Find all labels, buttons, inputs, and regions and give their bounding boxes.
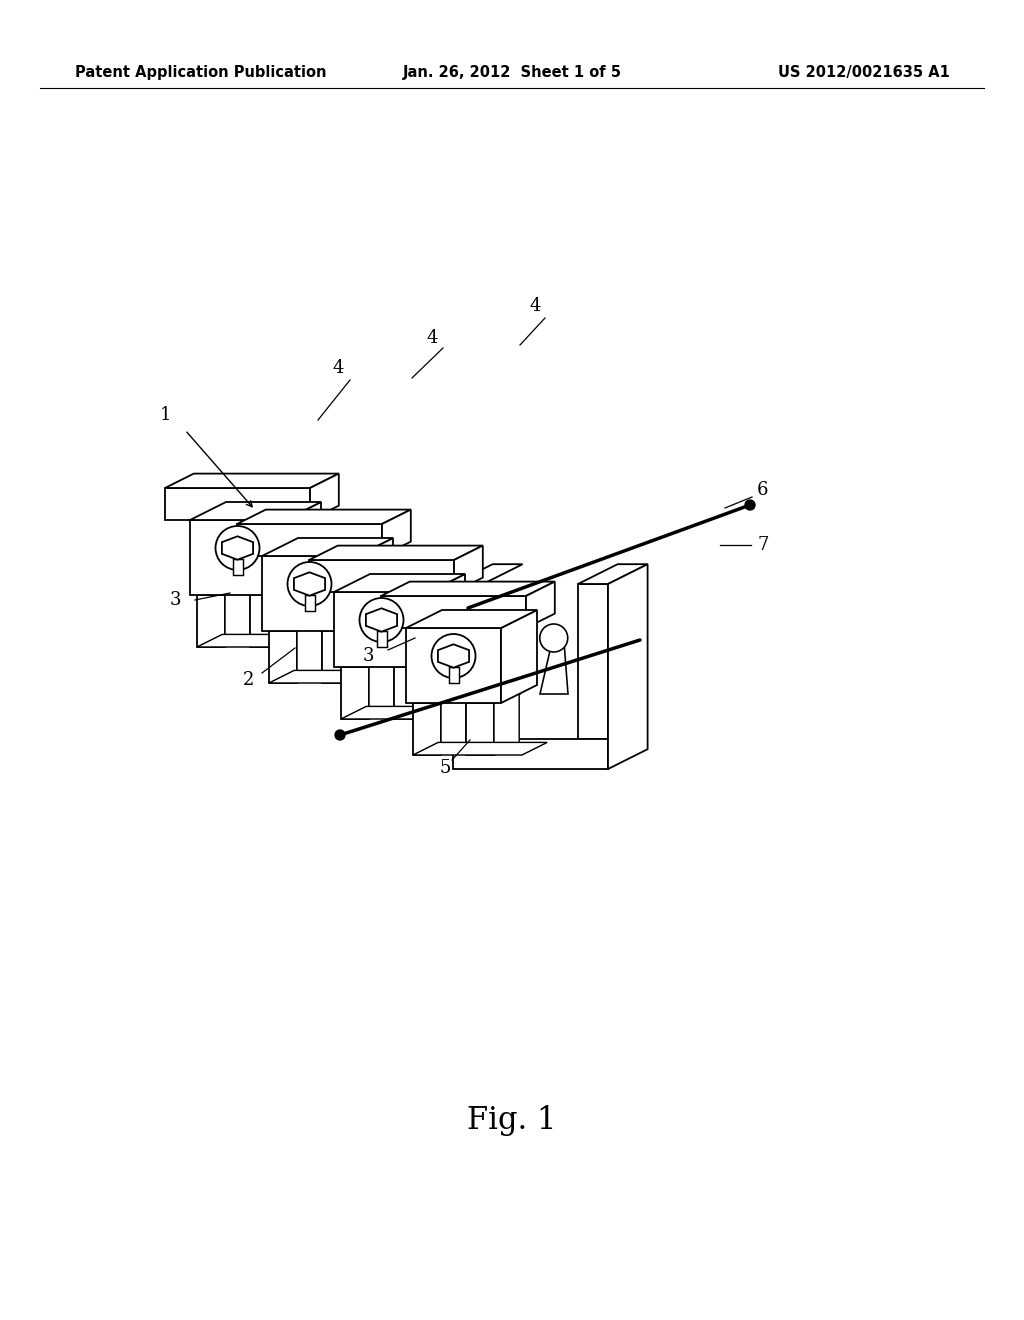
Polygon shape [310, 474, 339, 520]
Polygon shape [441, 690, 466, 755]
Polygon shape [413, 704, 441, 755]
Polygon shape [322, 631, 350, 682]
Polygon shape [501, 610, 537, 704]
Circle shape [215, 525, 259, 570]
Polygon shape [350, 618, 375, 682]
Polygon shape [526, 582, 555, 628]
Polygon shape [285, 502, 321, 595]
Polygon shape [422, 655, 447, 719]
Polygon shape [309, 560, 454, 591]
Polygon shape [262, 539, 393, 556]
Polygon shape [406, 610, 537, 628]
Polygon shape [334, 574, 465, 591]
Polygon shape [394, 667, 422, 719]
Polygon shape [413, 742, 547, 755]
Circle shape [540, 624, 567, 652]
Circle shape [745, 500, 755, 510]
Text: US 2012/0021635 A1: US 2012/0021635 A1 [778, 65, 950, 79]
Text: 7: 7 [758, 536, 769, 554]
Polygon shape [165, 488, 310, 520]
Polygon shape [237, 510, 411, 524]
Polygon shape [357, 539, 393, 631]
Polygon shape [429, 574, 465, 667]
Polygon shape [381, 582, 555, 597]
Text: Jan. 26, 2012  Sheet 1 of 5: Jan. 26, 2012 Sheet 1 of 5 [402, 65, 622, 79]
Circle shape [335, 730, 345, 741]
Polygon shape [190, 520, 285, 595]
Polygon shape [540, 630, 568, 694]
Text: 1: 1 [160, 407, 171, 424]
Polygon shape [294, 573, 325, 595]
Polygon shape [454, 545, 482, 591]
Polygon shape [382, 510, 411, 556]
Polygon shape [493, 630, 520, 694]
Polygon shape [341, 706, 475, 719]
Polygon shape [278, 582, 303, 647]
Polygon shape [334, 591, 429, 667]
Polygon shape [369, 655, 394, 719]
Polygon shape [578, 583, 608, 739]
Text: 3: 3 [169, 591, 181, 609]
Circle shape [288, 562, 332, 606]
Polygon shape [269, 671, 403, 682]
Polygon shape [406, 628, 501, 704]
Polygon shape [190, 502, 321, 520]
Text: 5: 5 [439, 759, 451, 777]
Polygon shape [494, 690, 519, 755]
Circle shape [359, 598, 403, 642]
Polygon shape [341, 667, 369, 719]
Polygon shape [381, 597, 526, 628]
Text: Patent Application Publication: Patent Application Publication [75, 65, 327, 79]
Polygon shape [608, 564, 647, 770]
Text: 4: 4 [333, 359, 344, 378]
Polygon shape [366, 609, 397, 632]
Polygon shape [309, 545, 482, 560]
Polygon shape [232, 558, 243, 576]
Polygon shape [269, 631, 297, 682]
Polygon shape [197, 595, 225, 647]
Polygon shape [304, 595, 314, 611]
Polygon shape [438, 644, 469, 668]
Polygon shape [237, 524, 382, 556]
Polygon shape [377, 631, 386, 647]
Polygon shape [578, 564, 647, 583]
Polygon shape [453, 583, 483, 739]
Polygon shape [197, 635, 331, 647]
Polygon shape [453, 564, 522, 583]
Polygon shape [449, 667, 459, 682]
Text: Fig. 1: Fig. 1 [467, 1105, 557, 1135]
Text: 6: 6 [758, 480, 769, 499]
Polygon shape [297, 618, 323, 682]
Polygon shape [225, 582, 250, 647]
Polygon shape [250, 595, 278, 647]
Polygon shape [262, 556, 357, 631]
Polygon shape [466, 704, 494, 755]
Text: 2: 2 [243, 671, 254, 689]
Text: 4: 4 [529, 297, 541, 315]
Polygon shape [165, 474, 339, 488]
Text: 3: 3 [362, 647, 374, 665]
Circle shape [431, 634, 475, 678]
Polygon shape [222, 536, 253, 560]
Polygon shape [453, 739, 608, 770]
Text: 4: 4 [426, 329, 437, 347]
